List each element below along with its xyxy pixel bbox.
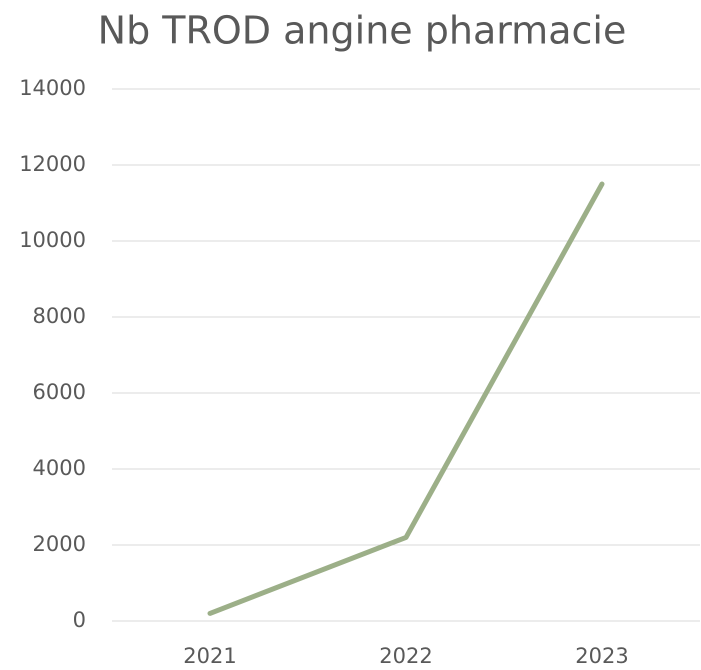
y-tick-label: 10000 xyxy=(19,228,86,252)
y-tick-label: 12000 xyxy=(19,152,86,176)
y-tick-label: 6000 xyxy=(33,380,86,404)
y-tick-label: 0 xyxy=(73,608,86,632)
y-tick-label: 14000 xyxy=(19,76,86,100)
x-tick-label: 2021 xyxy=(183,644,236,668)
x-tick-label: 2022 xyxy=(379,644,432,668)
chart-title: Nb TROD angine pharmacie xyxy=(98,9,627,53)
line-series xyxy=(207,181,605,616)
x-tick-label: 2023 xyxy=(575,644,628,668)
y-tick-label: 4000 xyxy=(33,456,86,480)
y-tick-label: 8000 xyxy=(33,304,86,328)
y-tick-label: 2000 xyxy=(33,532,86,556)
